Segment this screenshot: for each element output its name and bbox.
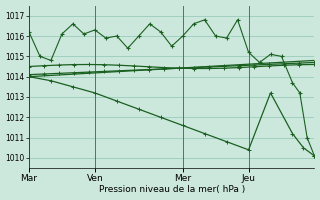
X-axis label: Pression niveau de la mer( hPa ): Pression niveau de la mer( hPa ) — [99, 185, 245, 194]
